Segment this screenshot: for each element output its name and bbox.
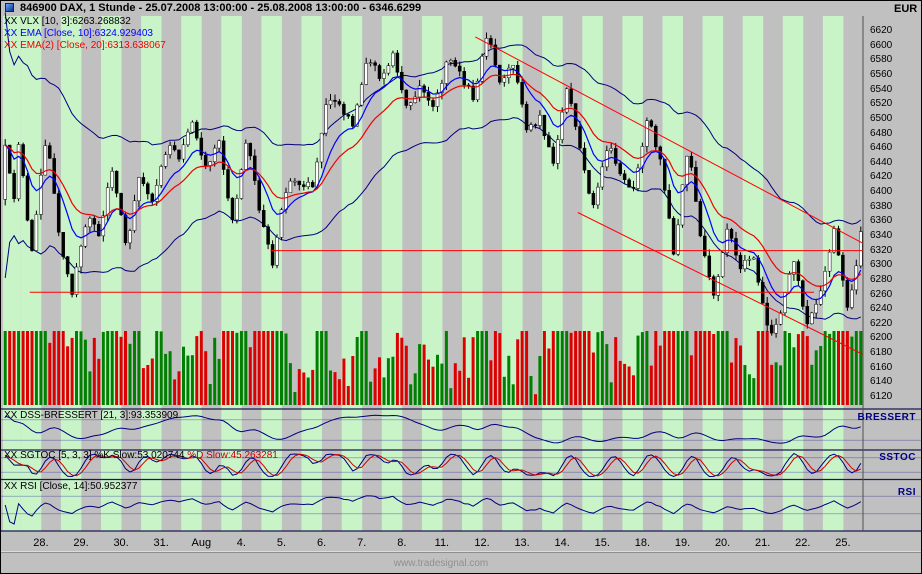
date-tick: 14. — [554, 537, 570, 549]
date-tick: 22. — [795, 537, 811, 549]
price-tick: 6400 — [870, 186, 893, 197]
price-tick: 6360 — [870, 215, 893, 227]
price-tick: 6320 — [870, 244, 893, 256]
date-tick: 18. — [634, 537, 651, 549]
price-tick: 6520 — [870, 98, 893, 110]
date-tick: 19. — [674, 537, 691, 549]
watermark: www.tradesignal.com — [393, 558, 489, 569]
legend-sgtoc-k: XX SGTOC [5, 3, 3] %K Slow:53.020744 — [4, 450, 188, 461]
price-tick: 6580 — [870, 54, 893, 66]
date-tick: 15. — [594, 537, 610, 549]
header-bar: 846900 DAX, 1 Stunde - 25.07.2008 13:00:… — [1, 1, 861, 16]
date-tick: 8. — [397, 537, 407, 549]
legend-vlx[interactable]: XX VLX [10, 3]:6263.268832 — [4, 16, 131, 27]
app-icon — [5, 3, 14, 12]
time-axis[interactable]: 28. 29. 30. 31. Aug 4. 5. 6. 7. 8. 11. 12. 13. 14. 15.… — [1, 537, 863, 551]
legend-sgtoc[interactable]: XX SGTOC [5, 3, 3] %K Slow:53.020744 %D … — [4, 450, 278, 462]
date-tick: 30. — [113, 537, 129, 549]
price-tick: 6340 — [870, 230, 893, 241]
date-tick: 6. — [317, 537, 327, 549]
pane-label-bressert: BRESSERT — [857, 412, 916, 423]
price-tick: 6600 — [870, 39, 893, 51]
currency-label: EUR — [894, 3, 918, 15]
price-tick: 6540 — [870, 83, 893, 95]
pane-label-rsi: RSI — [897, 487, 916, 498]
price-tick: 6440 — [870, 156, 893, 168]
price-tick: 6200 — [870, 332, 893, 344]
price-tick: 6240 — [870, 303, 893, 315]
window-title: 846900 DAX, 1 Stunde - 25.07.2008 13:00:… — [20, 2, 422, 14]
date-tick: 29. — [73, 537, 89, 549]
date-tick: 12. — [474, 537, 490, 549]
price-tick: 6500 — [870, 112, 893, 124]
legend-dss-bressert[interactable]: XX DSS-BRESSERT [21, 3]:93.353909 — [4, 410, 179, 421]
price-axis[interactable]: 6620 6600 6580 6560 6540 6520 6500 6480 6460 6440… — [863, 1, 921, 546]
date-tick: 31. — [153, 537, 169, 549]
legend-ema20[interactable]: XX EMA(2) [Close, 20]:6313.638067 — [4, 40, 166, 51]
date-tick: 20. — [714, 537, 731, 549]
price-tick: 6180 — [870, 347, 893, 359]
date-tick: 28. — [33, 537, 49, 549]
date-tick: Aug — [191, 537, 212, 549]
price-tick: 6140 — [870, 376, 893, 388]
legend-ema10[interactable]: XX EMA [Close, 10]:6324.929403 — [4, 28, 153, 39]
price-tick: 6260 — [870, 288, 893, 300]
price-tick: 6620 — [870, 25, 893, 36]
price-tick: 6280 — [870, 273, 893, 285]
price-tick: 6300 — [870, 259, 893, 271]
price-tick: 6120 — [870, 391, 893, 402]
date-tick: 7. — [357, 537, 367, 549]
price-tick: 6420 — [870, 171, 893, 183]
price-tick: 6160 — [870, 361, 893, 373]
date-tick: 25. — [835, 537, 851, 549]
date-tick: 21. — [755, 537, 771, 549]
date-tick: 4. — [236, 537, 246, 549]
price-tick: 6480 — [870, 127, 893, 139]
price-tick: 6560 — [870, 68, 893, 80]
pane-label-sstoc: SSTOC — [879, 452, 916, 463]
price-tick: 6220 — [870, 317, 893, 329]
date-tick: 5. — [276, 537, 287, 549]
legend-rsi[interactable]: XX RSI [Close, 14]:50.952377 — [4, 481, 138, 492]
price-tick: 6460 — [870, 142, 893, 154]
date-tick: 13. — [514, 537, 530, 549]
date-tick: 11. — [434, 537, 450, 549]
legend-sgtoc-d: %D Slow:45.263281 — [187, 450, 278, 461]
price-tick: 6380 — [870, 200, 893, 212]
